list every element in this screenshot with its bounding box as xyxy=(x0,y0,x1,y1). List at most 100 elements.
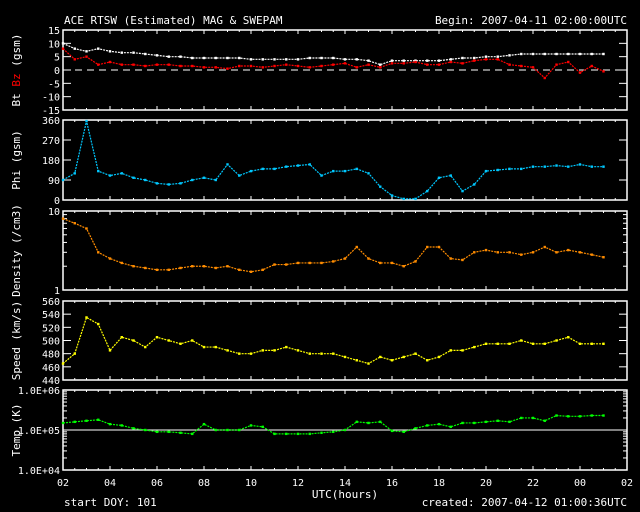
data-point xyxy=(437,59,441,62)
data-point xyxy=(308,352,311,355)
data-point xyxy=(332,56,335,60)
data-point xyxy=(179,431,182,435)
data-point xyxy=(355,420,358,424)
data-point xyxy=(179,64,182,68)
data-point xyxy=(343,58,347,61)
data-point xyxy=(97,322,100,326)
data-point xyxy=(238,56,241,60)
series-bz xyxy=(61,47,605,80)
data-point xyxy=(484,169,488,173)
data-point xyxy=(73,172,76,175)
data-point xyxy=(367,257,370,260)
data-point xyxy=(249,58,253,61)
y-tick-label: 1.0E+04 xyxy=(18,466,60,477)
data-point xyxy=(191,178,194,182)
data-point xyxy=(379,63,382,66)
data-point xyxy=(144,266,147,270)
data-point xyxy=(343,355,347,359)
data-point xyxy=(238,174,241,177)
data-point xyxy=(379,355,382,359)
series-phi xyxy=(61,119,605,201)
data-point xyxy=(296,261,300,265)
data-point xyxy=(602,165,605,168)
data-point xyxy=(355,245,358,249)
data-point xyxy=(473,56,476,60)
x-tick-label: 02 xyxy=(57,478,69,489)
data-point xyxy=(402,430,405,434)
data-point xyxy=(332,430,335,434)
data-point xyxy=(508,251,511,254)
data-point xyxy=(191,339,194,342)
data-point xyxy=(508,167,511,171)
x-tick-label: 02 xyxy=(621,478,633,489)
data-point xyxy=(132,339,135,342)
data-point xyxy=(332,352,335,355)
data-point xyxy=(214,266,217,270)
data-point xyxy=(531,66,535,69)
data-point xyxy=(167,183,170,186)
y-tick-label: 560 xyxy=(42,297,60,308)
y-tick-label: 1 xyxy=(54,286,60,297)
data-point xyxy=(144,345,147,349)
y-tick-label: 0 xyxy=(54,66,60,77)
y-tick-label: 500 xyxy=(42,337,60,348)
panel-phi: 360 270 180 90 0 Phi (gsm) xyxy=(10,116,628,207)
y-tick-label: 270 xyxy=(42,136,60,147)
data-point xyxy=(449,349,452,352)
data-point xyxy=(590,165,593,168)
data-point xyxy=(555,414,558,417)
data-point xyxy=(179,55,182,58)
data-point xyxy=(97,251,100,254)
data-point xyxy=(473,421,476,425)
y-tick-label: 360 xyxy=(42,116,60,127)
data-point xyxy=(567,52,570,56)
data-point xyxy=(155,63,159,66)
data-point xyxy=(402,355,405,359)
data-point xyxy=(531,251,535,254)
data-point xyxy=(273,263,276,266)
data-point xyxy=(108,257,112,260)
data-point xyxy=(602,414,605,417)
plot-frame xyxy=(62,210,628,291)
data-point xyxy=(414,427,417,430)
x-tick-label: 12 xyxy=(292,478,304,489)
data-point xyxy=(543,342,546,345)
data-point xyxy=(226,428,229,432)
data-point xyxy=(437,63,441,66)
data-point xyxy=(496,419,499,422)
data-point xyxy=(308,56,311,60)
data-point xyxy=(355,58,358,61)
data-point xyxy=(555,52,558,56)
data-point xyxy=(555,164,558,167)
data-point xyxy=(214,428,217,432)
data-point xyxy=(73,47,76,50)
data-point xyxy=(590,64,593,68)
data-point xyxy=(343,169,347,173)
data-point xyxy=(85,419,88,422)
data-point xyxy=(484,55,488,58)
data-point xyxy=(167,339,170,342)
data-point xyxy=(332,63,335,66)
data-point xyxy=(108,50,112,53)
y-tick-label: 520 xyxy=(42,323,60,334)
data-point xyxy=(508,420,511,424)
start-doy: start DOY: 101 xyxy=(64,496,157,509)
data-point xyxy=(320,174,323,177)
data-point xyxy=(285,165,288,168)
data-point xyxy=(85,119,88,123)
data-point xyxy=(179,266,182,270)
data-point xyxy=(437,245,441,249)
data-point xyxy=(520,52,523,56)
data-point xyxy=(437,355,441,359)
data-point xyxy=(567,415,570,418)
x-tick-label: 10 xyxy=(245,478,257,489)
data-point xyxy=(520,339,523,342)
data-point xyxy=(132,63,135,66)
panel-density: 10 1 Density (/cm3) xyxy=(10,204,628,297)
data-point xyxy=(449,58,452,61)
y-tick-label: 460 xyxy=(42,363,60,374)
data-point xyxy=(496,342,499,345)
x-tick-label: 08 xyxy=(198,478,210,489)
data-point xyxy=(120,424,123,427)
